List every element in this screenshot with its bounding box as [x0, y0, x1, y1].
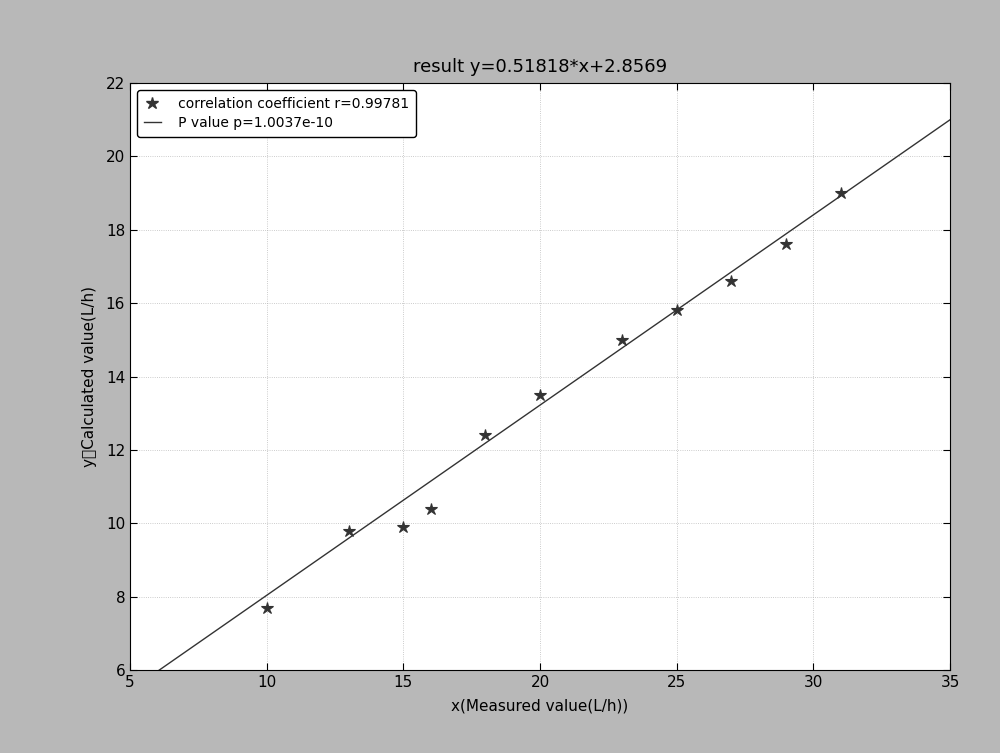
Legend:    correlation coefficient r=0.99781,    P value p=1.0037e-10: correlation coefficient r=0.99781, P val…	[137, 90, 416, 137]
Title: result y=0.51818*x+2.8569: result y=0.51818*x+2.8569	[413, 58, 667, 76]
X-axis label: x(Measured value(L/h)): x(Measured value(L/h))	[451, 698, 629, 713]
Y-axis label: y（Calculated value(L/h): y（Calculated value(L/h)	[82, 286, 97, 467]
